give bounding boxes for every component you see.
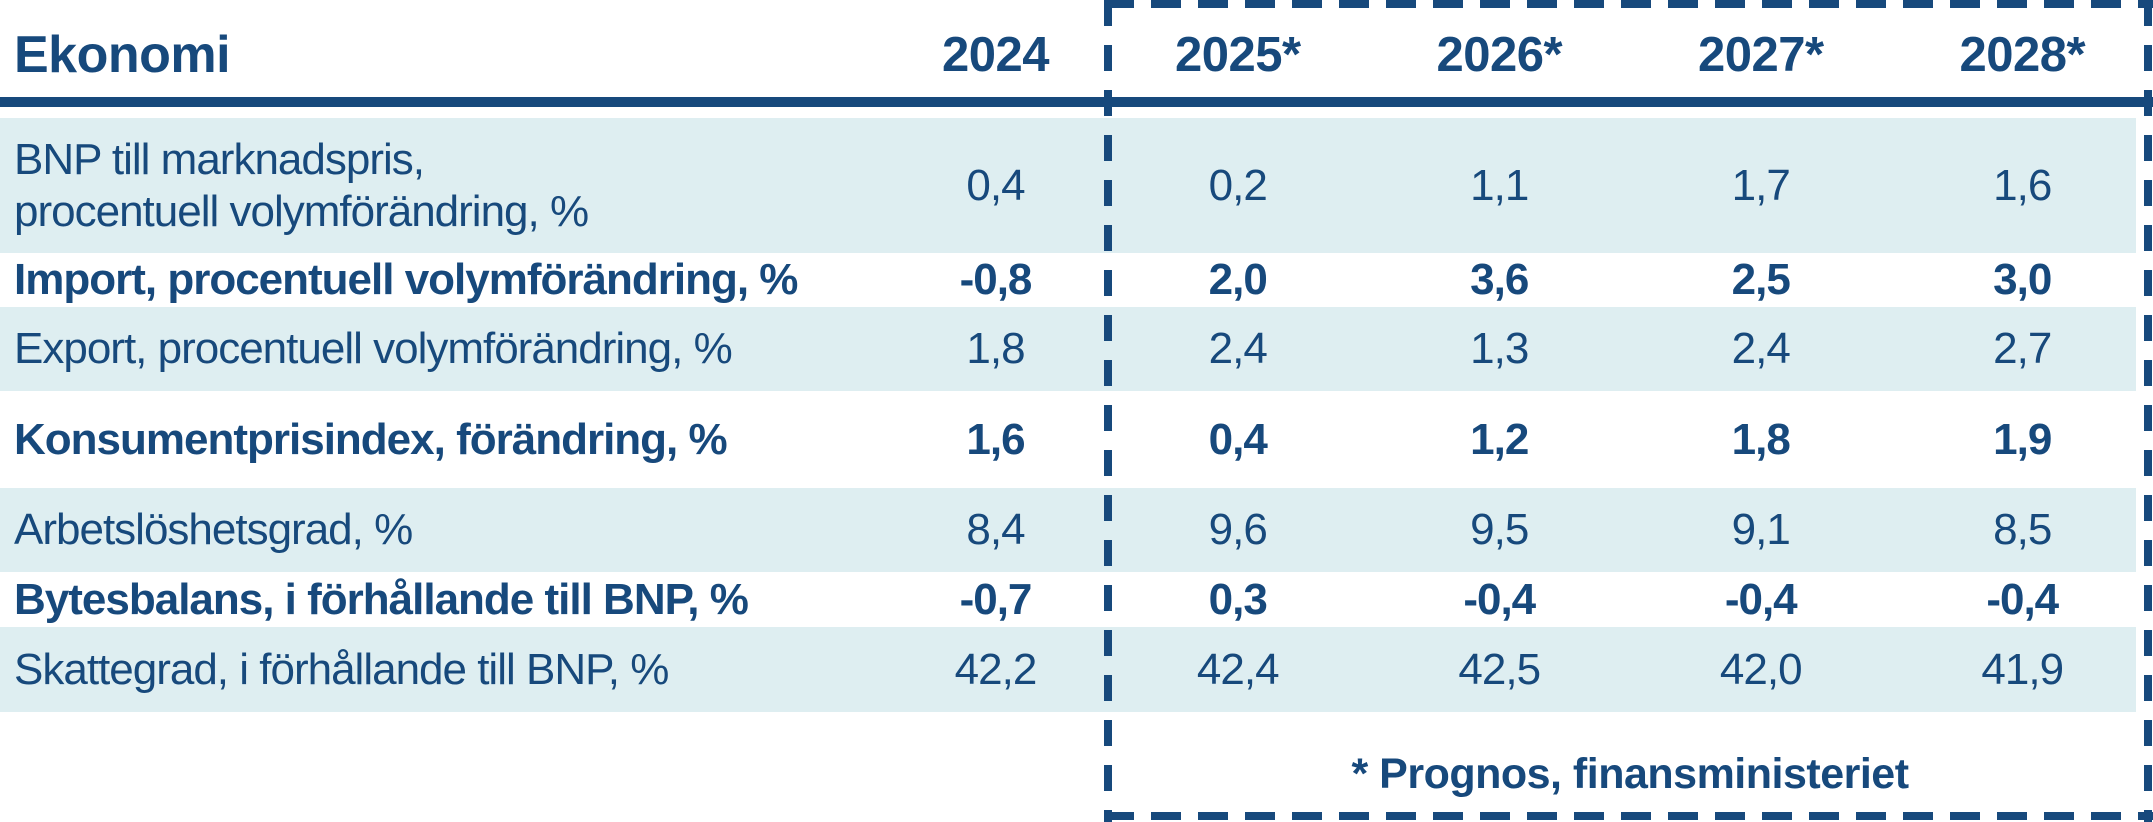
col-header-2027: 2027* [1697,27,1824,82]
row-label: Bytesbalans, i förhållande till BNP, % [0,574,884,626]
value-2028: 1,6 [1993,160,2052,210]
header-gap [0,107,2153,118]
row-label: Konsumentprisindex, förändring, % [0,414,884,466]
value-2025: 2,4 [1208,324,1268,373]
forecast-box-border-left [1104,0,1112,822]
row-label-line: Bytesbalans, i förhållande till BNP, % [14,574,749,624]
footer-row: * Prognos, finansministeriet [0,712,2153,822]
row-label: Export, procentuell volymförändring, % [0,323,884,375]
value-2026: 1,1 [1470,160,1529,210]
value-2027: 1,7 [1731,160,1791,210]
header-rule [0,97,2153,107]
table-row-skattegrad: Skattegrad, i förhållande till BNP, % 42… [0,627,2153,712]
value-2024: 0,4 [966,160,1025,210]
col-header-2026: 2026* [1436,27,1563,82]
row-label: BNP till marknadspris, procentuell volym… [0,134,884,238]
value-2028: 8,5 [1993,505,2052,554]
value-2026: 42,5 [1458,644,1541,694]
col-header-2025: 2025* [1174,27,1301,82]
value-2027: 9,1 [1731,505,1791,554]
col-header-2028: 2028* [1959,27,2086,82]
value-2024: -0,8 [959,255,1033,304]
row-label-line: BNP till marknadspris, [14,134,425,184]
row-label-line: procentuell volymförändring, % [14,186,589,236]
value-2028: 41,9 [1981,644,2064,694]
col-header-2024: 2024 [941,27,1050,82]
value-2024: 8,4 [966,505,1025,554]
table-row-bytesbalans: Bytesbalans, i förhållande till BNP, % -… [0,572,2153,627]
value-2026: 1,3 [1470,324,1529,373]
value-2028: -0,4 [1986,574,2059,624]
table-row-import: Import, procentuell volymförändring, % -… [0,253,2153,307]
value-2026: 1,2 [1470,414,1529,464]
table-title: Ekonomi [14,25,231,84]
value-2025: 42,4 [1196,644,1280,694]
row-label-line: Konsumentprisindex, förändring, % [14,414,728,464]
value-2024: 1,6 [966,414,1025,464]
table-row-arbetsloshetsgrad: Arbetslöshetsgrad, % 8,4 9,6 9,5 9,1 8,5 [0,488,2153,572]
row-label-line: Export, procentuell volymförändring, % [14,324,733,373]
value-2024: -0,7 [959,574,1033,624]
value-2025: 0,4 [1208,414,1268,464]
value-2027: -0,4 [1724,574,1798,624]
row-label-line: Import, procentuell volymförändring, % [14,255,798,304]
value-2024: 42,2 [954,644,1038,694]
forecast-footnote: * Prognos, finansministeriet [1351,749,1909,798]
table-row-konsumentprisindex: Konsumentprisindex, förändring, % 1,6 0,… [0,391,2153,488]
value-2027: 42,0 [1719,644,1803,694]
table-row-bnp: BNP till marknadspris, procentuell volym… [0,118,2153,253]
value-2026: 3,6 [1470,255,1529,304]
forecast-box-border-right [2144,0,2152,822]
value-2027: 1,8 [1731,414,1791,464]
row-label-line: Arbetslöshetsgrad, % [14,505,413,554]
row-label-line: Skattegrad, i förhållande till BNP, % [14,644,669,694]
value-2028: 2,7 [1993,324,2052,373]
value-2025: 0,3 [1208,574,1268,624]
value-2026: -0,4 [1463,574,1536,624]
row-label: Import, procentuell volymförändring, % [0,254,884,306]
forecast-box-border-bottom [1104,812,2153,820]
forecast-box-border-top [1104,0,2153,8]
row-label: Arbetslöshetsgrad, % [0,504,884,556]
value-2028: 3,0 [1993,255,2052,304]
value-2025: 9,6 [1208,505,1268,554]
header-row: Ekonomi 2024 2025* 2026* 2027* 2028* [0,0,2153,97]
row-label: Skattegrad, i förhållande till BNP, % [0,644,884,696]
value-2028: 1,9 [1993,414,2052,464]
value-2027: 2,4 [1731,324,1791,373]
value-2025: 0,2 [1208,160,1268,210]
table-row-export: Export, procentuell volymförändring, % 1… [0,307,2153,391]
value-2027: 2,5 [1731,255,1791,304]
value-2026: 9,5 [1470,505,1529,554]
value-2025: 2,0 [1208,255,1268,304]
value-2024: 1,8 [966,324,1025,373]
